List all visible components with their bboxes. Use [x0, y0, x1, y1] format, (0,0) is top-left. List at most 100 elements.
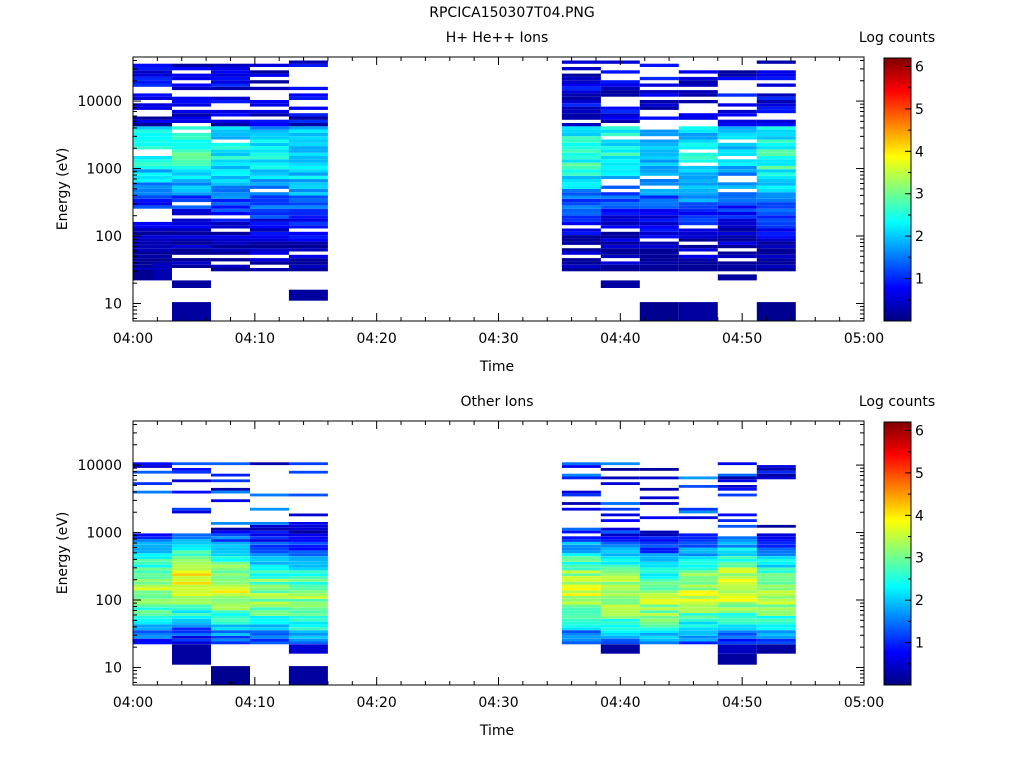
heatmap-cell — [639, 106, 679, 110]
heatmap-cell — [717, 550, 757, 554]
heatmap-cell — [172, 573, 211, 576]
heatmap-cell — [133, 123, 172, 127]
heatmap-cell — [600, 254, 640, 259]
heatmap-cell — [211, 202, 250, 206]
heatmap-cell — [172, 83, 211, 87]
heatmap-cell — [288, 578, 328, 582]
heatmap-cell — [172, 241, 211, 245]
heatmap-cell — [172, 139, 211, 143]
heatmap-cell — [717, 539, 757, 542]
heatmap-cell — [639, 215, 679, 219]
heatmap-cell — [639, 63, 679, 67]
heatmap-cell — [561, 564, 601, 568]
heatmap-cell — [172, 103, 211, 107]
heatmap-cell — [600, 83, 640, 87]
heatmap-cell — [756, 106, 796, 110]
heatmap-cell — [717, 238, 757, 242]
heatmap-cell — [288, 205, 328, 209]
heatmap-cell — [288, 152, 328, 156]
heatmap-cell — [756, 73, 796, 77]
heatmap-cell — [288, 559, 328, 562]
heatmap-cell — [639, 604, 679, 608]
heatmap-cell — [600, 541, 640, 545]
heatmap-cell — [250, 630, 289, 633]
heatmap-cell — [211, 169, 250, 173]
heatmap-cell — [172, 533, 211, 537]
heatmap-cell — [250, 587, 289, 591]
heatmap-cell — [678, 476, 718, 480]
heatmap-cell — [678, 254, 718, 259]
heatmap-cell — [717, 195, 757, 199]
heatmap-cell — [288, 129, 328, 133]
heatmap-cell — [288, 462, 328, 466]
heatmap-cell — [600, 126, 640, 130]
heatmap-cell — [678, 573, 718, 576]
heatmap-cell — [172, 116, 211, 120]
heatmap-cell — [639, 573, 679, 576]
heatmap-cell — [288, 136, 328, 140]
heatmap-cell — [211, 244, 250, 249]
heatmap-cell — [250, 258, 289, 262]
heatmap-cell — [600, 635, 640, 639]
heatmap-cell — [756, 235, 796, 239]
heatmap-cell — [288, 530, 328, 534]
heatmap-cell — [756, 175, 796, 180]
heatmap-cell — [211, 666, 250, 685]
heatmap-cell — [288, 258, 328, 262]
heatmap-cell — [600, 570, 640, 574]
y-tick-label: 10000 — [77, 458, 122, 474]
heatmap-cell — [133, 536, 172, 540]
heatmap-cell — [133, 119, 172, 123]
heatmap-cell — [561, 228, 601, 232]
heatmap-cell — [133, 198, 172, 203]
heatmap-cell — [211, 218, 250, 222]
heatmap-cell — [717, 624, 757, 628]
heatmap-cell — [211, 584, 250, 588]
heatmap-cell — [717, 644, 757, 654]
heatmap-cell — [211, 462, 250, 466]
x-tick-label: 04:10 — [235, 331, 275, 347]
heatmap-cell — [561, 598, 601, 602]
heatmap-cell — [250, 238, 289, 242]
heatmap-cell — [678, 610, 718, 613]
heatmap-cell — [756, 302, 796, 321]
heatmap-cell — [133, 162, 172, 166]
heatmap-cell — [717, 615, 757, 619]
heatmap-cell — [288, 106, 328, 110]
heatmap-cell — [600, 513, 640, 517]
heatmap-cell — [211, 149, 250, 153]
heatmap-cell — [288, 93, 328, 97]
heatmap-cell — [288, 218, 328, 222]
heatmap-cell — [172, 553, 211, 557]
heatmap-cell — [172, 165, 211, 170]
heatmap-cell — [288, 289, 328, 301]
heatmap-cell — [678, 126, 718, 130]
heatmap-cell — [172, 261, 211, 265]
heatmap-cell — [288, 638, 328, 642]
heatmap-cell — [561, 142, 601, 147]
heatmap-cell — [133, 96, 172, 100]
heatmap-cell — [600, 80, 640, 84]
heatmap-cell — [600, 149, 640, 153]
heatmap-cell — [639, 633, 679, 636]
heatmap-cell — [250, 556, 289, 559]
heatmap-cell — [639, 635, 679, 639]
heatmap-cell — [756, 182, 796, 186]
heatmap-cell — [561, 627, 601, 631]
heatmap-cell — [717, 633, 757, 636]
heatmap-cell — [561, 208, 601, 212]
heatmap-cell — [678, 100, 718, 104]
heatmap-cell — [717, 235, 757, 239]
heatmap-cell — [211, 553, 250, 557]
heatmap-cell — [561, 624, 601, 628]
heatmap-cell — [756, 604, 796, 608]
heatmap-cell — [717, 607, 757, 611]
heatmap-cell — [717, 73, 757, 77]
heatmap-cell — [250, 179, 289, 183]
heatmap-cell — [756, 593, 796, 596]
heatmap-cell — [678, 567, 718, 571]
heatmap-cell — [211, 576, 250, 579]
heatmap-cell — [639, 188, 679, 193]
heatmap-cell — [756, 251, 796, 255]
heatmap-cell — [211, 70, 250, 74]
